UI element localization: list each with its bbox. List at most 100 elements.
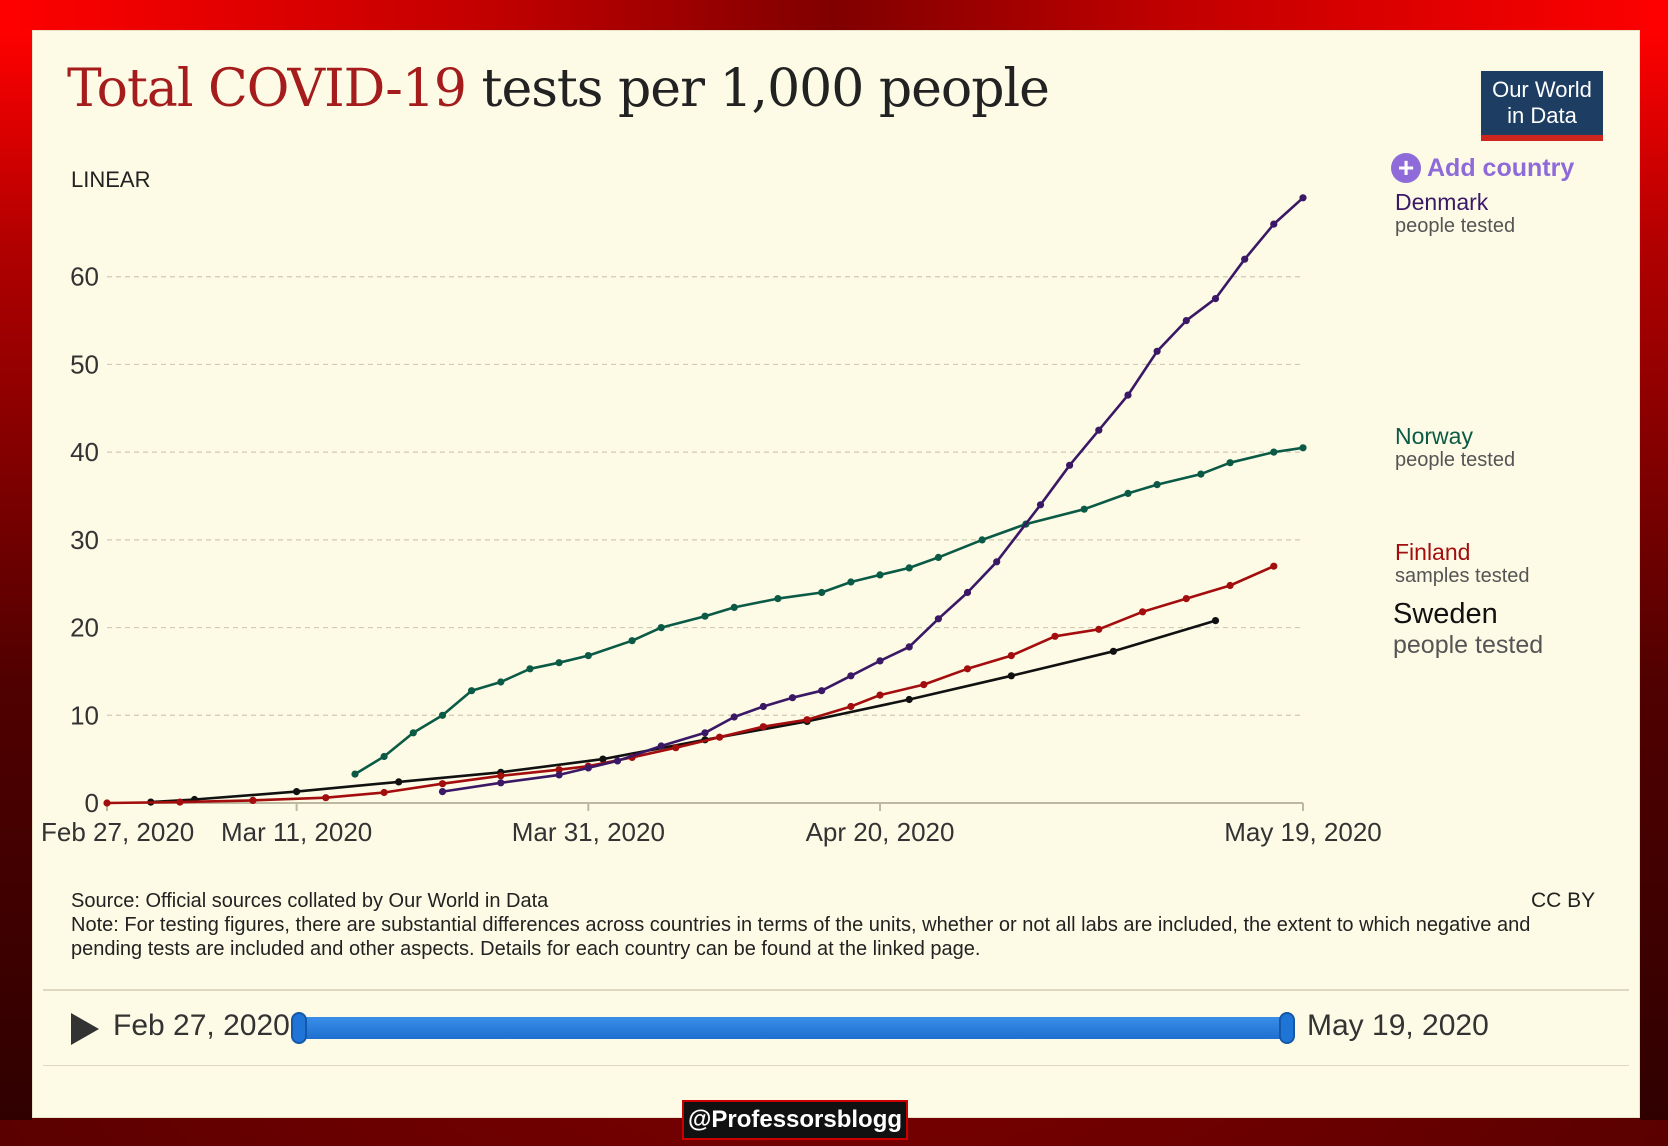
point-finland-21 — [1139, 608, 1147, 616]
x-tick-label-0: Feb 27, 2020 — [41, 817, 194, 847]
y-tick-label-30: 30 — [70, 525, 99, 555]
source-text: Source: Official sources collated by Our… — [71, 890, 549, 912]
point-norway-17 — [905, 564, 913, 572]
series-norway — [351, 444, 1307, 778]
point-denmark-4 — [613, 757, 622, 765]
legend-finland[interactable]: Finland samples tested — [1395, 539, 1530, 587]
point-denmark-8 — [759, 702, 767, 711]
license-link[interactable]: CC BY — [1531, 889, 1596, 912]
point-sweden-2 — [293, 788, 301, 796]
point-norway-22 — [1124, 489, 1132, 497]
y-tick-label-50: 50 — [70, 349, 99, 379]
point-sweden-8 — [905, 695, 913, 704]
point-finland-7 — [555, 766, 563, 774]
legend-finland-name: Finland — [1395, 539, 1471, 565]
line-chart: 0 10 20 30 40 50 60 Feb 27, 2020 Mar 11, 2020 Mar… — [41, 194, 1382, 847]
point-finland-6 — [497, 772, 505, 780]
point-denmark-15 — [963, 588, 972, 597]
point-norway-25 — [1226, 459, 1234, 467]
legend-sweden[interactable]: Sweden people tested — [1393, 597, 1543, 659]
legend-norway[interactable]: Norway people tested — [1395, 423, 1515, 471]
point-denmark-19 — [1095, 426, 1103, 434]
chart-title: Total COVID-19 tests per 1,000 people — [67, 59, 1050, 119]
scale-toggle[interactable]: LINEAR — [71, 167, 151, 192]
divider — [43, 989, 1629, 991]
point-sweden-5 — [599, 755, 607, 763]
point-norway-3 — [438, 711, 447, 719]
point-norway-13 — [774, 595, 782, 603]
legend-norway-subtitle: people tested — [1395, 449, 1516, 471]
point-finland-5 — [438, 780, 447, 788]
point-denmark-0 — [438, 788, 447, 796]
play-button[interactable] — [71, 1013, 99, 1045]
point-denmark-22 — [1182, 317, 1190, 325]
owid-logo-line2: in Data — [1507, 103, 1577, 128]
point-sweden-9 — [1007, 672, 1015, 680]
point-denmark-21 — [1153, 347, 1161, 355]
note-text: Note: For testing figures, there are sub… — [71, 914, 1531, 960]
chart-panel: Total COVID-19 tests per 1,000 people Ou… — [32, 30, 1640, 1118]
point-norway-0 — [351, 770, 359, 778]
point-finland-13 — [803, 716, 811, 724]
point-norway-27 — [1299, 444, 1307, 452]
point-finland-16 — [920, 681, 928, 689]
y-tick-label-40: 40 — [70, 437, 99, 467]
point-denmark-1 — [497, 779, 505, 787]
point-denmark-25 — [1270, 220, 1278, 228]
legend-denmark-subtitle: people tested — [1395, 215, 1516, 237]
timeline-end-date: May 19, 2020 — [1307, 1009, 1489, 1042]
point-norway-19 — [978, 536, 986, 544]
point-denmark-17 — [1036, 501, 1045, 509]
point-denmark-5 — [657, 742, 665, 750]
point-denmark-13 — [905, 643, 913, 651]
owid-logo[interactable]: Our World in Data — [1481, 71, 1603, 141]
x-tick-label-2: Mar 31, 2020 — [512, 817, 665, 847]
point-finland-15 — [876, 691, 884, 699]
timeline-start-handle[interactable] — [291, 1012, 307, 1044]
add-country-label: Add country — [1427, 153, 1575, 182]
point-norway-5 — [497, 678, 505, 686]
point-denmark-23 — [1211, 295, 1220, 303]
point-finland-24 — [1270, 562, 1278, 570]
point-sweden-10 — [1109, 647, 1117, 655]
timeline-end-handle[interactable] — [1279, 1012, 1295, 1044]
series-line-sweden — [150, 619, 1216, 804]
point-denmark-20 — [1124, 391, 1132, 399]
point-norway-26 — [1270, 448, 1278, 456]
point-sweden-3 — [395, 778, 403, 786]
series-layer — [103, 194, 1307, 807]
point-denmark-7 — [730, 713, 738, 721]
point-finland-10 — [672, 744, 680, 752]
add-country-button[interactable]: + Add country — [1391, 153, 1574, 183]
point-finland-11 — [716, 733, 724, 741]
point-norway-18 — [934, 553, 943, 562]
series-line-norway — [354, 446, 1304, 776]
y-tick-label-20: 20 — [70, 613, 99, 643]
x-tick-label-4: May 19, 2020 — [1224, 817, 1382, 847]
x-tick-label-1: Mar 11, 2020 — [221, 817, 372, 847]
series-line-finland — [106, 565, 1275, 805]
point-finland-20 — [1095, 625, 1103, 633]
source-block: Source: Official sources collated by Our… — [71, 889, 1551, 961]
point-denmark-18 — [1066, 461, 1074, 469]
legend-denmark[interactable]: Denmark people tested — [1395, 189, 1515, 237]
point-finland-12 — [759, 723, 767, 731]
point-norway-2 — [409, 729, 417, 737]
legend-sweden-subtitle: people tested — [1393, 631, 1544, 659]
timeline-start-date: Feb 27, 2020 — [113, 1009, 290, 1042]
frame-top — [0, 0, 1668, 30]
timeline-slider[interactable] — [291, 1012, 1295, 1044]
legend-norway-name: Norway — [1395, 423, 1473, 449]
point-norway-8 — [584, 652, 592, 660]
point-norway-23 — [1153, 481, 1161, 489]
owid-logo-line1: Our World — [1492, 77, 1592, 102]
y-tick-label-60: 60 — [70, 262, 99, 292]
point-denmark-12 — [876, 657, 884, 665]
point-finland-18 — [1007, 652, 1015, 660]
point-norway-6 — [526, 665, 534, 673]
y-tick-label-0: 0 — [85, 788, 99, 818]
point-denmark-2 — [555, 771, 563, 779]
point-finland-14 — [847, 702, 855, 711]
point-norway-12 — [730, 603, 738, 612]
point-norway-4 — [468, 687, 476, 695]
